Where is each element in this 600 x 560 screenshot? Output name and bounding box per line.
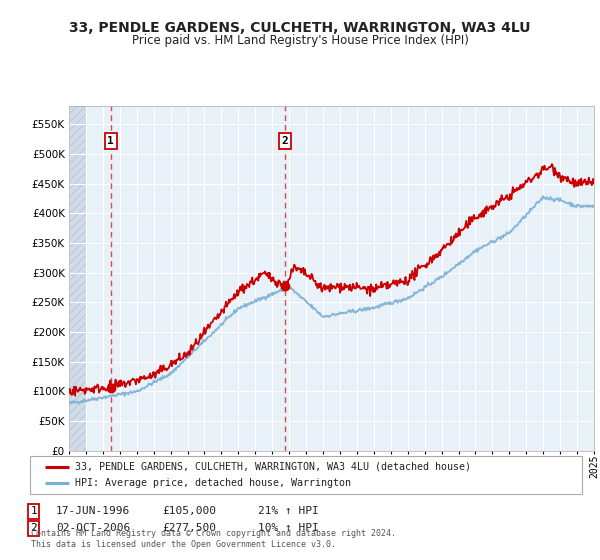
Text: Contains HM Land Registry data © Crown copyright and database right 2024.
This d: Contains HM Land Registry data © Crown c… — [31, 529, 396, 549]
Text: Price paid vs. HM Land Registry's House Price Index (HPI): Price paid vs. HM Land Registry's House … — [131, 34, 469, 46]
Text: £277,500: £277,500 — [162, 523, 216, 533]
Text: 2: 2 — [30, 523, 37, 533]
Text: 02-OCT-2006: 02-OCT-2006 — [56, 523, 130, 533]
Text: 10% ↑ HPI: 10% ↑ HPI — [258, 523, 319, 533]
Text: HPI: Average price, detached house, Warrington: HPI: Average price, detached house, Warr… — [75, 478, 351, 488]
Text: 1: 1 — [107, 136, 114, 146]
Text: 2: 2 — [281, 136, 289, 146]
Text: 1: 1 — [30, 506, 37, 516]
Bar — [69, 106, 86, 451]
Text: 33, PENDLE GARDENS, CULCHETH, WARRINGTON, WA3 4LU: 33, PENDLE GARDENS, CULCHETH, WARRINGTON… — [69, 21, 531, 35]
Text: £105,000: £105,000 — [162, 506, 216, 516]
Text: 33, PENDLE GARDENS, CULCHETH, WARRINGTON, WA3 4LU (detached house): 33, PENDLE GARDENS, CULCHETH, WARRINGTON… — [75, 461, 471, 472]
Text: 17-JUN-1996: 17-JUN-1996 — [56, 506, 130, 516]
Text: 21% ↑ HPI: 21% ↑ HPI — [258, 506, 319, 516]
